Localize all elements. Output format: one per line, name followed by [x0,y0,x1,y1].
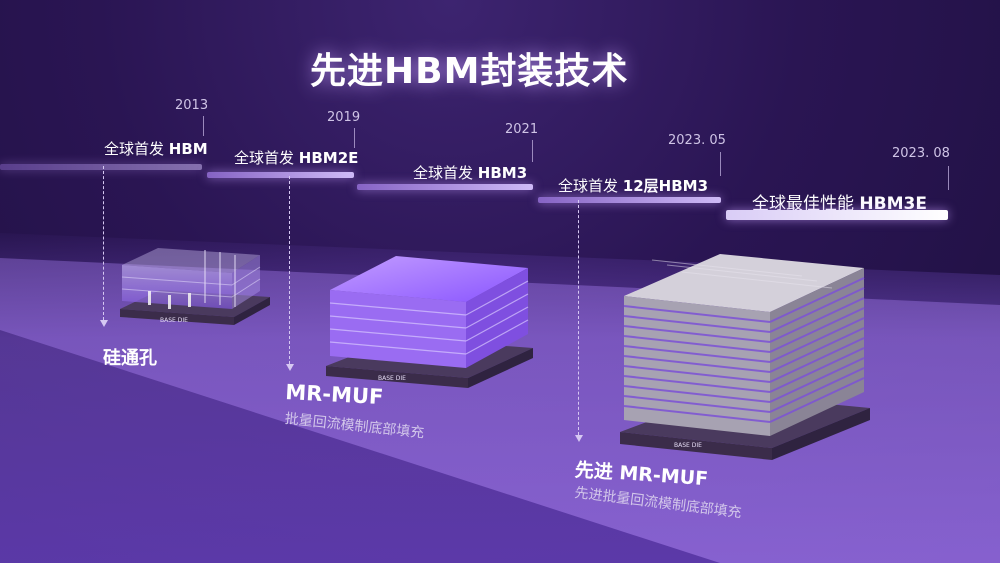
pointer-line-adv-mrmuf [578,200,579,435]
timeline-bar-hbm2e [207,172,354,178]
milestone-tick [948,166,949,190]
tech-title-tsv: 硅通孔 [103,348,157,369]
milestone-tick [532,140,533,162]
pointer-line-tsv [103,166,104,320]
milestone-label-hbm: 全球首发 HBM [104,140,208,158]
milestone-label-hbm3e: 全球最佳性能 HBM3E [752,194,927,214]
milestone-year-hbm3e: 2023. 08 [892,146,950,161]
advanced-mrmuf-package-illustration: BASE DIE [620,254,870,460]
tsv-package-illustration: BASE DIE [120,248,270,325]
base-die-label: BASE DIE [378,375,406,382]
pointer-arrow-mrmuf [286,364,294,371]
mrmuf-package-illustration: BASE DIE [326,256,533,388]
timeline-bar-hbm [0,164,202,170]
milestone-label-hbm2e: 全球首发 HBM2E [234,149,359,167]
milestone-year-hbm2e: 2019 [327,110,361,125]
page-title: 先进HBM封装技术 [310,51,629,92]
milestone-label-hbm3: 全球首发 HBM3 [413,164,528,182]
milestone-year-hbm: 2013 [175,98,209,113]
milestone-tick [720,152,721,176]
pointer-arrow-tsv [100,320,108,327]
pointer-arrow-adv-mrmuf [575,435,583,442]
timeline-bar-hbm3 [357,184,533,190]
base-die-label: BASE DIE [674,442,702,449]
milestone-tick [354,128,355,148]
milestone-year-12hbm3: 2023. 05 [668,133,726,148]
milestone-label-12hbm3: 全球首发 12层HBM3 [558,177,709,195]
timeline-bar-hbm3e [726,210,948,220]
pointer-line-mrmuf [289,176,290,364]
timeline-bar-12hbm3 [538,197,721,203]
milestone-tick [203,116,204,136]
base-die-label: BASE DIE [160,317,188,324]
milestone-year-hbm3: 2021 [505,122,539,137]
